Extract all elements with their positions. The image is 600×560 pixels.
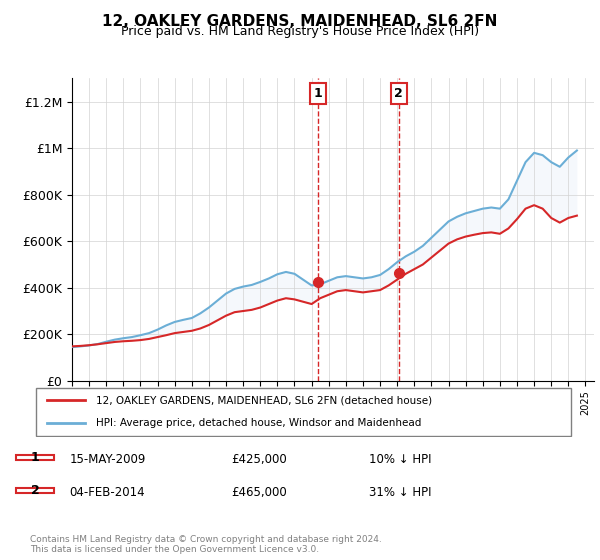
Text: Contains HM Land Registry data © Crown copyright and database right 2024.
This d: Contains HM Land Registry data © Crown c… (30, 535, 382, 554)
FancyBboxPatch shape (16, 455, 54, 460)
Text: £465,000: £465,000 (231, 486, 287, 500)
Text: 12, OAKLEY GARDENS, MAIDENHEAD, SL6 2FN: 12, OAKLEY GARDENS, MAIDENHEAD, SL6 2FN (103, 14, 497, 29)
Text: 1: 1 (31, 451, 40, 464)
Text: 2: 2 (394, 87, 403, 100)
Text: HPI: Average price, detached house, Windsor and Maidenhead: HPI: Average price, detached house, Wind… (96, 418, 422, 428)
Text: 2: 2 (31, 484, 40, 497)
Text: 1: 1 (314, 87, 322, 100)
Text: 04-FEB-2014: 04-FEB-2014 (70, 486, 145, 500)
Text: 12, OAKLEY GARDENS, MAIDENHEAD, SL6 2FN (detached house): 12, OAKLEY GARDENS, MAIDENHEAD, SL6 2FN … (96, 395, 433, 405)
FancyBboxPatch shape (16, 488, 54, 493)
FancyBboxPatch shape (35, 388, 571, 436)
Text: 31% ↓ HPI: 31% ↓ HPI (369, 486, 431, 500)
Text: Price paid vs. HM Land Registry's House Price Index (HPI): Price paid vs. HM Land Registry's House … (121, 25, 479, 38)
Text: 10% ↓ HPI: 10% ↓ HPI (369, 452, 431, 466)
Text: 15-MAY-2009: 15-MAY-2009 (70, 452, 146, 466)
Text: £425,000: £425,000 (231, 452, 287, 466)
